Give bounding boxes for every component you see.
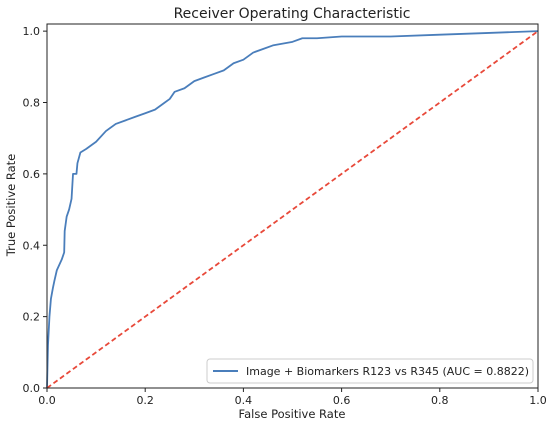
series-layer bbox=[46, 30, 539, 389]
y-tick-label: 0.4 bbox=[23, 239, 41, 252]
y-tick-label: 0.0 bbox=[23, 382, 41, 395]
y-tick-label: 0.6 bbox=[23, 168, 41, 181]
plot-frame bbox=[46, 23, 539, 389]
x-tick-label: 0.0 bbox=[38, 394, 56, 407]
x-tick-label: 0.2 bbox=[136, 394, 154, 407]
y-tick-label: 0.2 bbox=[23, 311, 41, 324]
chance-diagonal-line bbox=[46, 30, 539, 389]
x-tick-label: 0.6 bbox=[333, 394, 351, 407]
x-axis-label: False Positive Rate bbox=[239, 407, 346, 421]
legend-box bbox=[206, 358, 534, 384]
y-axis-label: True Positive Rate bbox=[4, 154, 18, 257]
ticks-layer: 0.0 0.2 0.4 0.6 0.8 1.0 0.0 0.2 0.4 0.6 0.8 1.0 bbox=[23, 25, 547, 407]
y-tick-label: 1.0 bbox=[23, 25, 41, 38]
legend-label: Image + Biomarkers R123 vs R345 (AUC = 0… bbox=[246, 365, 529, 378]
x-tick-label: 1.0 bbox=[529, 394, 547, 407]
x-tick-label: 0.8 bbox=[431, 394, 449, 407]
x-tick-label: 0.4 bbox=[235, 394, 253, 407]
legend: Image + Biomarkers R123 vs R345 (AUC = 0… bbox=[206, 358, 534, 384]
y-tick-label: 0.8 bbox=[23, 97, 41, 110]
chart-title: Receiver Operating Characteristic bbox=[174, 6, 411, 22]
roc-curve-line bbox=[46, 30, 539, 389]
